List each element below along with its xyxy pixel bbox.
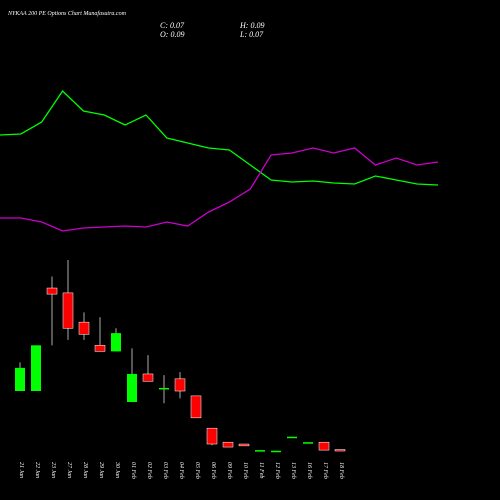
x-tick-label: 12 Feb bbox=[274, 462, 280, 479]
candle-body bbox=[111, 333, 121, 352]
x-tick-label: 23 Jan bbox=[50, 462, 56, 478]
x-tick-label: 29 Jan bbox=[98, 462, 104, 478]
x-tick-label: 16 Feb bbox=[306, 462, 312, 479]
x-tick-label: 10 Feb bbox=[242, 462, 248, 479]
x-tick-label: 28 Jan bbox=[82, 462, 88, 478]
x-tick-label: 13 Feb bbox=[290, 462, 296, 479]
candle-body bbox=[174, 378, 186, 392]
x-tick-label: 02 Feb bbox=[146, 462, 152, 479]
x-tick-label: 27 Jan bbox=[66, 462, 72, 478]
x-tick-label: 22 Jan bbox=[34, 462, 40, 478]
candle-body bbox=[334, 449, 346, 452]
candle-body bbox=[94, 345, 106, 352]
close-info: C: 0.07 bbox=[160, 21, 185, 30]
candle-body bbox=[318, 441, 330, 451]
candle-body bbox=[15, 367, 25, 392]
x-tick-label: 04 Feb bbox=[178, 462, 185, 479]
indicator-line bbox=[0, 89, 439, 186]
x-tick-label: 06 Feb bbox=[210, 462, 216, 479]
candle-body bbox=[31, 345, 41, 392]
x-tick-label: 11 Feb bbox=[258, 462, 264, 478]
candle-body bbox=[271, 450, 281, 453]
low-info: L: 0.07 bbox=[239, 30, 264, 39]
candle-body bbox=[238, 443, 250, 447]
high-info: H: 0.09 bbox=[239, 21, 264, 30]
x-tick-label: 18 Feb bbox=[338, 462, 344, 479]
candle-body bbox=[222, 441, 234, 448]
open-info: O: 0.09 bbox=[160, 30, 184, 39]
x-tick-label: 03 Feb bbox=[162, 462, 168, 479]
candle-body bbox=[206, 427, 218, 445]
x-tick-label: 05 Feb bbox=[194, 462, 200, 479]
candle-body bbox=[159, 387, 169, 390]
candle-body bbox=[303, 442, 313, 444]
candle-body bbox=[287, 436, 297, 439]
x-tick-label: 21 Jan bbox=[18, 462, 24, 478]
x-tick-label: 01 Feb bbox=[130, 462, 136, 479]
candle-body bbox=[62, 292, 74, 329]
candle-body bbox=[127, 373, 137, 402]
x-tick-label: 30 Jan bbox=[114, 461, 120, 478]
x-tick-label: 17 Feb bbox=[322, 462, 328, 479]
indicator-line bbox=[0, 147, 439, 232]
candle-body bbox=[78, 321, 90, 335]
candle-body bbox=[255, 450, 265, 452]
x-tick-label: 09 Feb bbox=[226, 462, 232, 479]
candle-body bbox=[142, 373, 154, 382]
chart-title: NYKAA 200 PE Options Chart Munafasutra.c… bbox=[7, 10, 127, 17]
candle-body bbox=[46, 287, 58, 295]
candle-body bbox=[190, 395, 202, 419]
